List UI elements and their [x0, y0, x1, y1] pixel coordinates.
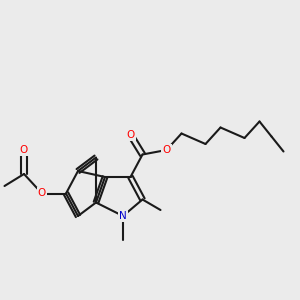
Text: O: O — [126, 130, 135, 140]
Text: O: O — [20, 145, 28, 155]
Text: O: O — [38, 188, 46, 199]
Text: N: N — [119, 211, 127, 221]
Text: O: O — [162, 145, 171, 155]
